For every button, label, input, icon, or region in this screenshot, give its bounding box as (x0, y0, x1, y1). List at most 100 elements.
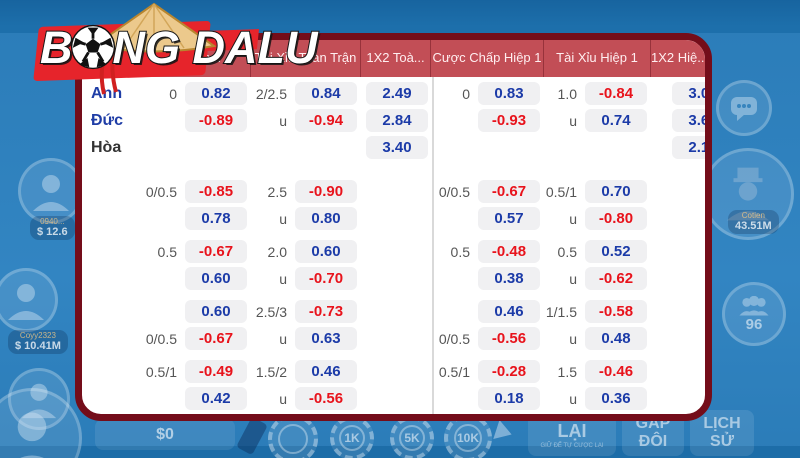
table-row: 0.78 u 0.80 0.57 u -0.80 (82, 205, 705, 232)
viewers-indicator: 96 (722, 282, 786, 346)
odds-chip[interactable]: -0.93 (478, 109, 540, 132)
odds-chip[interactable]: 0.18 (478, 387, 540, 410)
column-header-1x2-h1: 1X2 Hiệ... (650, 40, 705, 77)
odds-chip[interactable]: 0.78 (185, 207, 247, 230)
odds-chip[interactable]: -0.85 (185, 180, 247, 203)
column-header-handicap-h1: Cược Chấp Hiệp 1 (430, 40, 543, 77)
odds-chip[interactable]: 0.60 (185, 267, 247, 290)
odds-chip[interactable]: 3.08 (672, 82, 705, 105)
odds-chip[interactable]: 0.38 (478, 267, 540, 290)
handicap-line: u (569, 112, 577, 129)
odds-chip[interactable]: -0.67 (185, 240, 247, 263)
handicap-line: u (569, 390, 577, 407)
player-tag: Coyy2323 $ 10.41M (8, 330, 68, 354)
odds-chip[interactable]: 0.70 (585, 180, 647, 203)
handicap-line: u (279, 112, 287, 129)
odds-chip[interactable]: 0.46 (478, 300, 540, 323)
odds-chip[interactable]: 0.63 (295, 327, 357, 350)
handicap-line: 0.5 (157, 243, 177, 260)
handicap-line: u (279, 330, 287, 347)
odds-chip[interactable]: 3.40 (366, 136, 428, 159)
odds-chip[interactable]: -0.62 (585, 267, 647, 290)
handicap-line: 1.5/2 (255, 363, 287, 380)
player-amount: $ 10.41M (15, 340, 61, 353)
handicap-line: 0.5/1 (545, 183, 577, 200)
handicap-line: 2/2.5 (255, 85, 287, 102)
odds-chip[interactable]: 0.60 (295, 240, 357, 263)
odds-chip[interactable]: 0.46 (295, 360, 357, 383)
odds-chip[interactable]: 0.36 (585, 387, 647, 410)
odds-chip[interactable]: -0.49 (185, 360, 247, 383)
odds-chip[interactable]: -0.94 (295, 109, 357, 132)
handicap-line: 0 (462, 85, 470, 102)
odds-modal: Cược Chấp Toàn... Tài Xỉu Toàn Trận 1X2 … (75, 33, 712, 421)
odds-chip[interactable]: -0.84 (585, 82, 647, 105)
odds-chip[interactable]: -0.56 (295, 387, 357, 410)
odds-chip[interactable]: 0.84 (295, 82, 357, 105)
odds-group: 0/0.5 -0.85 2.5 -0.90 0/0.5 -0.67 0.5/1 0.70 0.7… (82, 178, 705, 232)
odds-chip[interactable]: -0.46 (585, 360, 647, 383)
viewers-count: 96 (745, 315, 763, 333)
odds-chip[interactable]: 0.83 (478, 82, 540, 105)
table-row: 0.5 -0.67 2.0 0.60 0.5 -0.48 0.5 0.52 (82, 238, 705, 265)
odds-chip[interactable]: 0.42 (185, 387, 247, 410)
handicap-line: 0/0.5 (145, 183, 177, 200)
odds-chip[interactable]: -0.67 (185, 327, 247, 350)
odds-chip[interactable]: 2.84 (366, 109, 428, 132)
odds-group: 0.5 -0.67 2.0 0.60 0.5 -0.48 0.5 0.52 0.60 u -0.70… (82, 238, 705, 292)
odds-chip[interactable]: 0.74 (585, 109, 647, 132)
column-header-overunder-full: Tài Xỉu Toàn Trận (250, 40, 360, 77)
odds-chip[interactable]: -0.73 (295, 300, 357, 323)
odds-chip[interactable]: -0.56 (478, 327, 540, 350)
odds-chip[interactable]: -0.67 (478, 180, 540, 203)
player-name: Coyy2323 (19, 331, 56, 340)
odds-chip[interactable]: -0.70 (295, 267, 357, 290)
odds-chip[interactable]: 0.57 (478, 207, 540, 230)
chip-5k[interactable]: 5K (390, 416, 434, 458)
chip-1k[interactable]: 1K (330, 416, 374, 458)
handicap-line: u (279, 270, 287, 287)
odds-chip[interactable]: -0.48 (478, 240, 540, 263)
column-header-overunder-h1: Tài Xỉu Hiệp 1 (543, 40, 650, 77)
odds-chip[interactable]: 0.60 (185, 300, 247, 323)
table-row: Hòa 3.40 2.10 (82, 134, 705, 161)
handicap-line: 1.0 (557, 85, 577, 102)
table-row: 0/0.5 -0.67 u 0.63 0/0.5 -0.56 u 0.48 (82, 325, 705, 352)
handicap-line: 1/1.5 (545, 303, 577, 320)
odds-chip[interactable]: -0.90 (295, 180, 357, 203)
odds-chip[interactable]: 2.10 (672, 136, 705, 159)
handicap-line: 0/0.5 (438, 330, 470, 347)
player-avatar (0, 268, 58, 332)
history-button[interactable]: LỊCH SỬ (690, 410, 754, 456)
odds-chip[interactable]: -0.28 (478, 360, 540, 383)
odds-group: 0.60 2.5/3 -0.73 0.46 1/1.5 -0.58 0/0.5 -0.67 u 0… (82, 298, 705, 352)
handicap-line: u (569, 210, 577, 227)
handicap-line: u (279, 210, 287, 227)
odds-chip[interactable]: 0.80 (295, 207, 357, 230)
odds-table-body: Anh00.822/2.50.842.4900.831.0-0.843.08Đứ… (82, 77, 705, 414)
handicap-line: 0 (169, 85, 177, 102)
undo-arrow-icon[interactable] (493, 420, 515, 444)
odds-chip[interactable]: -0.80 (585, 207, 647, 230)
odds-chip[interactable]: -0.58 (585, 300, 647, 323)
handicap-line: u (279, 390, 287, 407)
odds-chip[interactable]: 3.60 (672, 109, 705, 132)
handicap-line: 0.5 (450, 243, 470, 260)
handicap-line: 0.5/1 (145, 363, 177, 380)
odds-chip[interactable]: -0.89 (185, 109, 247, 132)
odds-chip[interactable]: 2.49 (366, 82, 428, 105)
odds-chip[interactable]: 0.52 (585, 240, 647, 263)
player-name: 0940... (40, 217, 65, 226)
chat-icon[interactable] (716, 80, 772, 136)
table-row: Đức -0.89 u -0.94 2.84 -0.93 u 0.74 3.60 (82, 107, 705, 134)
odds-chip[interactable]: 0.48 (585, 327, 647, 350)
column-header-handicap-full: Cược Chấp Toàn... (110, 50, 222, 65)
team-name: Hòa (91, 138, 122, 156)
handicap-line: 0/0.5 (145, 330, 177, 347)
table-row: 0.5/1 -0.49 1.5/2 0.46 0.5/1 -0.28 1.5 -0.46 (82, 358, 705, 385)
odds-group: Anh00.822/2.50.842.4900.831.0-0.843.08Đứ… (82, 80, 705, 161)
rebet-button[interactable]: LẠI GIỮ ĐỂ TỰ CƯỢC LẠI (528, 414, 616, 456)
odds-chip[interactable]: 0.82 (185, 82, 247, 105)
handicap-line: 2.5/3 (255, 303, 287, 320)
handicap-line: 0.5 (557, 243, 577, 260)
